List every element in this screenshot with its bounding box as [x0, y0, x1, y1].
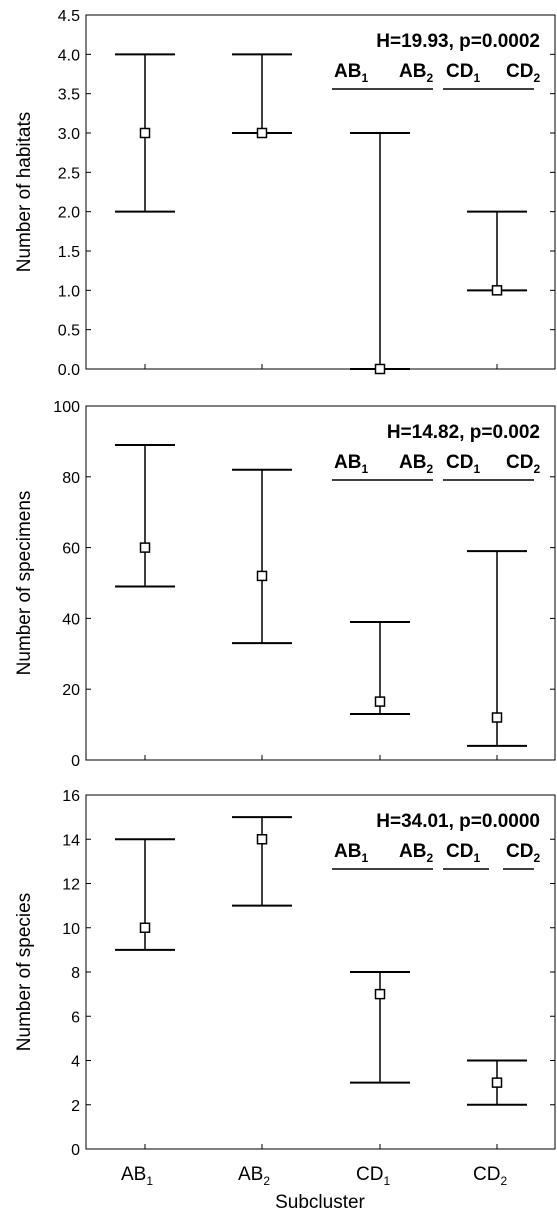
y-tick-label: 0 [71, 753, 80, 770]
y-tick-label: 0 [71, 1142, 80, 1159]
y-tick-label: 0.0 [58, 362, 80, 379]
stat-text: H=34.01, p=0.0000 [376, 811, 540, 832]
y-tick-label: 4 [71, 1054, 80, 1071]
y-tick-label: 2.0 [58, 205, 80, 222]
group-label: CD2 [506, 61, 540, 85]
y-tick-label: 14 [62, 832, 80, 849]
x-axis-label: Subcluster [275, 1192, 365, 1213]
group-label: CD2 [506, 452, 540, 476]
x-tick-label: CD2 [473, 1164, 507, 1188]
group-label: CD1 [446, 841, 480, 865]
y-tick-label: 1.5 [58, 244, 80, 261]
median-marker [491, 1077, 503, 1088]
y-tick-label: 4.0 [58, 47, 80, 64]
group-label: CD1 [446, 452, 480, 476]
y-tick-label: 3.0 [58, 126, 80, 143]
y-axis-label: Number of habitats [14, 112, 35, 273]
y-tick-label: 4.5 [58, 8, 80, 25]
y-tick-label: 0.5 [58, 323, 80, 340]
y-axis-label: Number of species [14, 893, 35, 1051]
plot-frame [85, 405, 556, 761]
median-marker [256, 834, 268, 845]
median-marker [256, 570, 268, 582]
group-label: AB2 [399, 452, 433, 476]
y-axis-label: Number of specimens [14, 491, 35, 676]
median-marker [256, 127, 268, 139]
median-marker [139, 542, 151, 553]
y-tick-label: 20 [62, 682, 80, 699]
median-marker [139, 127, 151, 139]
y-tick-label: 2.5 [58, 165, 80, 182]
y-tick-label: 8 [71, 965, 80, 982]
chart-panel-2: 0 20 40 60 80 100 Number of specimens H=14.82, … [14, 399, 556, 770]
median-marker [139, 922, 151, 933]
median-marker [491, 712, 503, 723]
x-tick-label: CD1 [356, 1164, 390, 1188]
y-tick-label: 3.5 [58, 87, 80, 104]
y-tick-label: 1.0 [58, 283, 80, 300]
median-marker [374, 988, 386, 1000]
x-tick-label: AB2 [238, 1164, 270, 1188]
chart-panel-1: 0.0 0.5 1.0 1.5 2.0 2.5 3.0 3.5 4.0 4.5 Number of … [14, 8, 556, 379]
stat-text: H=14.82, p=0.002 [387, 422, 540, 443]
group-label: AB2 [399, 841, 433, 865]
stat-text: H=19.93, p=0.0002 [376, 31, 540, 52]
group-label: CD1 [446, 61, 480, 85]
median-marker [374, 696, 386, 707]
chart-panel-3: 0 2 4 6 8 10 12 14 16 Number of species H=34.01, p… [14, 788, 556, 1159]
median-marker [491, 285, 503, 296]
y-tick-label: 100 [53, 399, 80, 416]
plot-frame [85, 14, 556, 370]
group-label: CD2 [506, 841, 540, 865]
group-label: AB2 [399, 61, 433, 85]
y-tick-label: 6 [71, 1009, 80, 1026]
group-label: AB1 [334, 841, 368, 865]
y-tick-label: 12 [62, 877, 80, 894]
x-tick-label: AB1 [121, 1164, 153, 1188]
y-tick-label: 80 [62, 470, 80, 487]
y-tick-label: 16 [62, 788, 80, 805]
y-tick-label: 40 [62, 611, 80, 628]
group-label: AB1 [334, 61, 368, 85]
y-tick-label: 10 [62, 921, 80, 938]
plot-frame [85, 794, 556, 1150]
median-marker [374, 363, 386, 375]
group-label: AB1 [334, 452, 368, 476]
y-tick-label: 2 [71, 1098, 80, 1115]
y-tick-label: 60 [62, 541, 80, 558]
